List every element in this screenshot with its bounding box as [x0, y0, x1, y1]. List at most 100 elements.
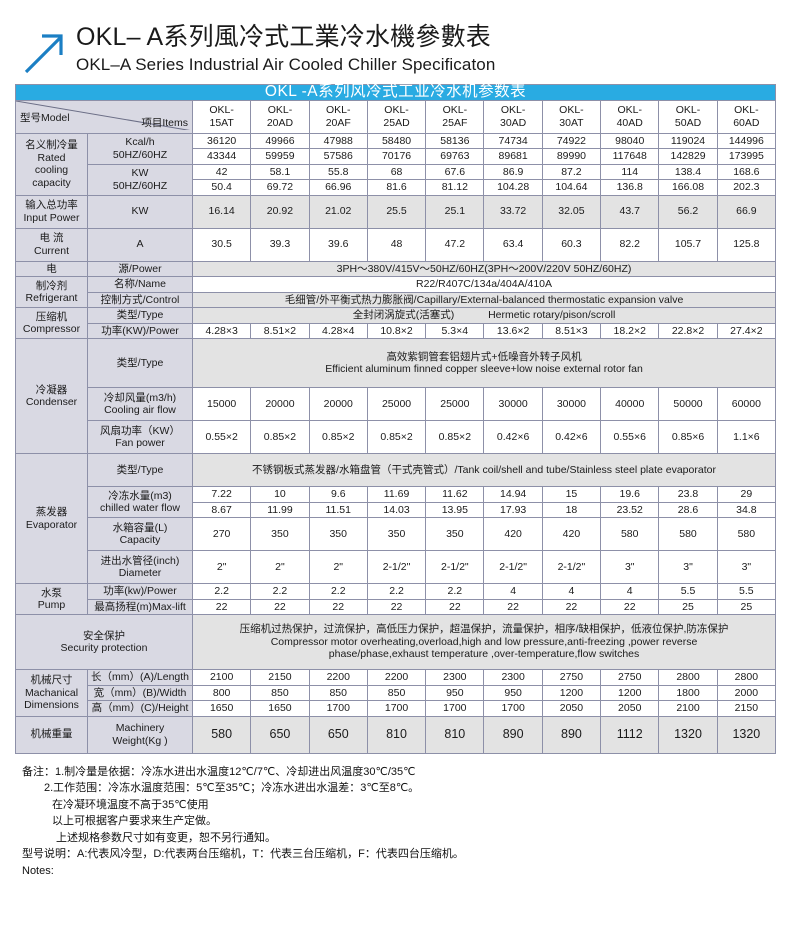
cell: 67.6 — [425, 163, 485, 180]
cell: 125.8 — [716, 227, 777, 262]
cell: 30000 — [483, 387, 543, 421]
cell: 850 — [366, 684, 427, 701]
cell: 3" — [658, 550, 718, 584]
row-kw-50: KW 50HZ/60HZ 42 58.1 55.8 68 67.6 86.9 87… — [16, 163, 777, 196]
cell: 25.5 — [366, 194, 427, 229]
cell: 5.5 — [716, 583, 777, 600]
cell: 47.2 — [425, 227, 485, 262]
item-power-source: 源/Power — [87, 260, 193, 277]
cell: 86.9 — [483, 163, 543, 180]
compressor-type-cn: 全封闭涡旋式(活塞式) — [352, 309, 455, 321]
item-max-lift: 最高扬程(m)Max-lift — [87, 598, 193, 615]
cell: 104.28 — [483, 179, 543, 196]
cell: 580 — [600, 517, 660, 551]
row-current: 电 流 Current A 30.5 39.3 39.6 48 47.2 63.4… — [15, 227, 777, 262]
cell: 60.3 — [541, 227, 602, 262]
cell: 1700 — [425, 700, 485, 717]
cell: 350 — [425, 517, 485, 551]
row-chilled-50: 冷冻水量(m3) chilled water flow 7.22 10 9.6 1… — [16, 486, 777, 518]
cell: 87.2 — [541, 163, 602, 180]
cell: 4 — [541, 583, 602, 600]
cell: 650 — [250, 715, 310, 754]
cell: 2050 — [600, 700, 660, 717]
note-line-4: 以上可根据客户要求来生产定做。 — [52, 815, 217, 827]
group-dimensions: 机械尺寸 Machanical Dimensions — [15, 669, 88, 717]
cell: 2750 — [541, 669, 602, 686]
cell: 98040 — [600, 132, 660, 149]
group-weight: 机械重量 — [15, 715, 88, 754]
item-compressor-power: 功率(KW)/Power — [87, 322, 193, 339]
corner-items-label: 项目Items — [141, 117, 188, 129]
cell: 2050 — [541, 700, 602, 717]
cell: 173995 — [716, 148, 777, 165]
row-height: 高（mm）(C)/Height 1650 1650 1700 1700 1700… — [16, 700, 777, 717]
cell: 82.2 — [600, 227, 660, 262]
row-length: 机械尺寸 Machanical Dimensions 长（mm）(A)/Length… — [15, 669, 777, 717]
cell: 70176 — [366, 148, 427, 165]
cell: 13.6×2 — [483, 322, 543, 339]
cell: 2000 — [716, 684, 777, 701]
cell: 1800 — [658, 684, 718, 701]
cell: 15000 — [191, 387, 252, 421]
cell: 22 — [308, 598, 368, 615]
cell: 4 — [600, 583, 660, 600]
cell: 10 — [250, 486, 310, 503]
cell: 33.72 — [483, 194, 543, 229]
page-header: OKL– A系列風冷式工業冷水機參數表 OKL–A Series Industr… — [0, 0, 790, 76]
row-width: 宽（mm）(B)/Width 800 850 850 850 950 950 1… — [16, 684, 777, 701]
cell: 11.62 — [425, 486, 485, 503]
group-power: 电 — [15, 260, 88, 277]
cell: 114 — [600, 163, 660, 180]
group-compressor: 压缩机 Compressor — [15, 307, 88, 339]
cell: 25.1 — [425, 194, 485, 229]
row-compressor-power: 功率(KW)/Power 4.28×3 8.51×2 4.28×4 10.8×2… — [16, 322, 777, 339]
model-header-row: 型号Model 项目Items OKL- 15AT OKL- 20AD OKL- 20… — [15, 99, 777, 134]
item-refrigerant-control: 控制方式/Control — [87, 291, 193, 308]
cell: 2150 — [250, 669, 310, 686]
item-kcal: Kcal/h 50HZ/60HZ — [87, 132, 193, 165]
cell: 22.8×2 — [658, 322, 718, 339]
cell: 69.72 — [250, 179, 310, 196]
power-supply-value: 3PH～380V/415V～50HZ/60HZ(3PH～200V/220V 50… — [191, 260, 777, 277]
item-pump-power: 功率(kw)/Power — [87, 583, 193, 600]
cell: 49966 — [250, 132, 310, 149]
model-col-3: OKL- 25AD — [366, 99, 427, 134]
cell: 420 — [483, 517, 543, 551]
item-length: 长（mm）(A)/Length — [87, 669, 193, 686]
cell: 48 — [366, 227, 427, 262]
note-line-7: Notes: — [22, 864, 54, 877]
cell: 39.3 — [250, 227, 310, 262]
cell: 2.2 — [366, 583, 427, 600]
row-max-lift: 最高扬程(m)Max-lift 22 22 22 22 22 22 22 22 … — [16, 598, 777, 615]
item-height: 高（mm）(C)/Height — [87, 700, 193, 717]
row-security: 安全保护 Security protection 压缩机过热保护，过流保护，高低压… — [15, 614, 777, 670]
cell: 81.12 — [425, 179, 485, 196]
cell: 650 — [308, 715, 368, 754]
row-input-power: 输入总功率 Input Power KW 16.14 20.92 21.02 25… — [15, 194, 777, 229]
cell: 350 — [250, 517, 310, 551]
cell: 0.85×2 — [366, 420, 427, 454]
cell: 1320 — [716, 715, 777, 754]
model-col-7: OKL- 40AD — [600, 99, 660, 134]
cell: 43.7 — [600, 194, 660, 229]
cell: 5.5 — [658, 583, 718, 600]
model-col-9: OKL- 60AD — [716, 99, 777, 134]
cell: 136.8 — [600, 179, 660, 196]
cell: 1700 — [308, 700, 368, 717]
group-condenser: 冷凝器 Condenser — [15, 338, 88, 454]
cell: 2" — [191, 550, 252, 584]
cell: 119024 — [658, 132, 718, 149]
cell: 2-1/2" — [541, 550, 602, 584]
cell: 22 — [600, 598, 660, 615]
cell: 8.51×3 — [541, 322, 602, 339]
cell: 0.85×2 — [308, 420, 368, 454]
cell: 14.03 — [366, 501, 427, 518]
cell: 890 — [541, 715, 602, 754]
cell: 25000 — [366, 387, 427, 421]
item-refrigerant-name: 名称/Name — [87, 276, 193, 293]
item-kw: KW 50HZ/60HZ — [87, 163, 193, 196]
row-pump-power: 水泵 Pump 功率(kw)/Power 2.2 2.2 2.2 2.2 2.2 … — [15, 583, 777, 615]
cell: 810 — [425, 715, 485, 754]
row-power-supply: 电 源/Power 3PH～380V/415V～50HZ/60HZ(3PH～20… — [15, 260, 777, 277]
